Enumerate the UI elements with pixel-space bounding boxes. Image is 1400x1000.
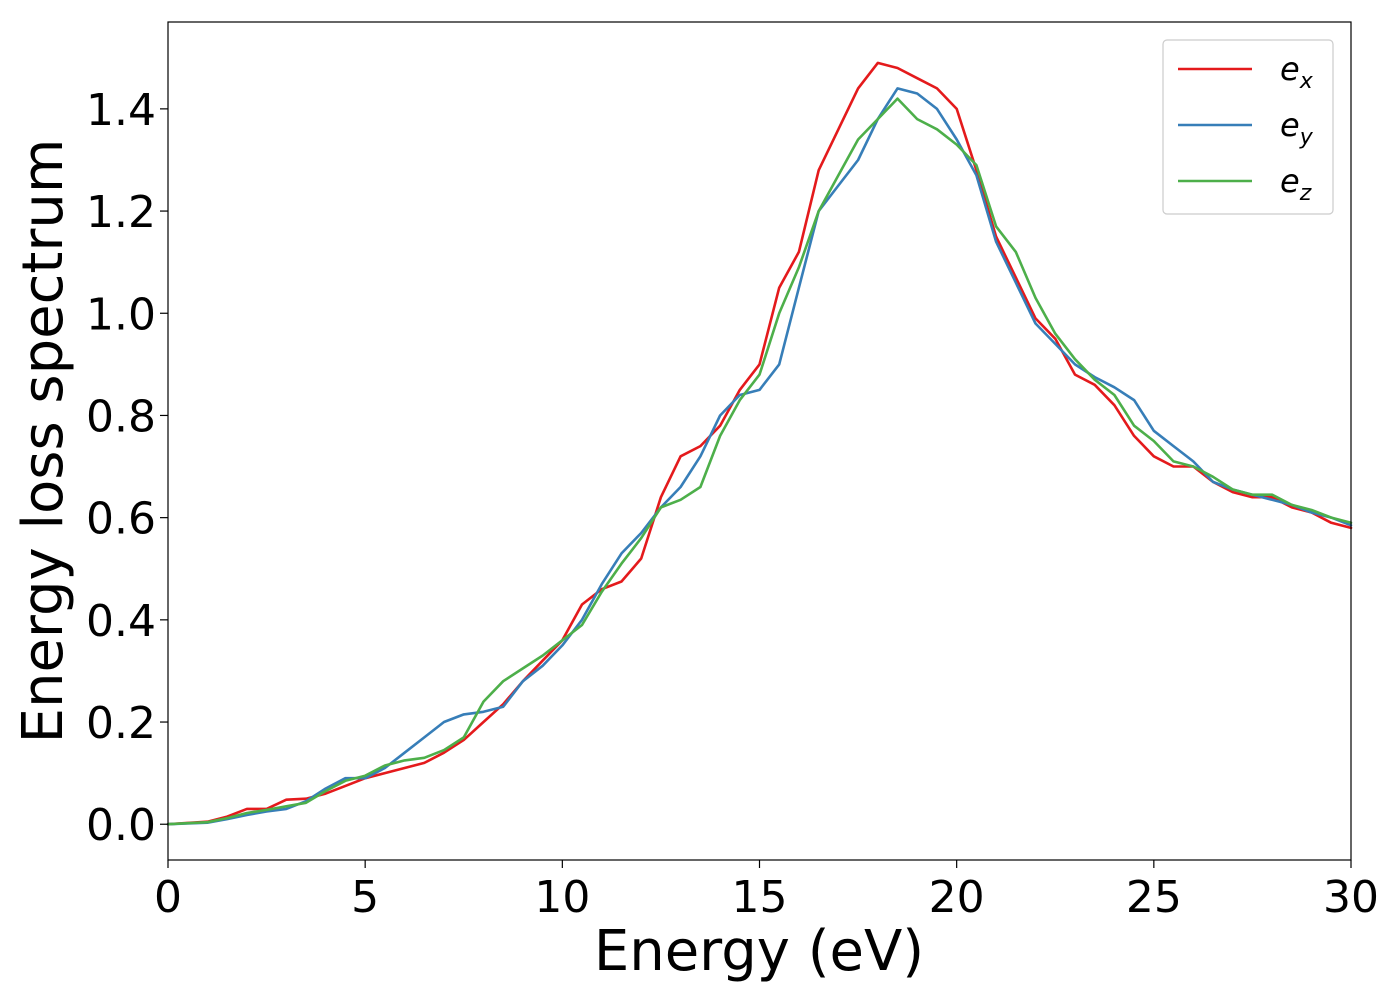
x-axis-label: Energy (eV) — [594, 919, 924, 984]
legend-label-x: ex — [1280, 50, 1314, 94]
x-axis: 0 5 10 15 20 25 30 — [154, 860, 1379, 923]
x-tick-label: 5 — [351, 872, 379, 923]
legend-box — [1162, 39, 1334, 215]
series-line-x — [166, 61, 1353, 826]
legend: ex ey ez — [1162, 39, 1334, 215]
legend-label-z: ez — [1280, 162, 1312, 206]
x-tick-label: 0 — [154, 872, 182, 923]
series-group — [166, 61, 1353, 826]
x-tick-label: 25 — [1126, 872, 1182, 923]
y-axis: 0.0 0.2 0.4 0.6 0.8 1.0 1.2 1.4 — [86, 85, 168, 851]
y-tick-label: 0.4 — [86, 596, 156, 647]
y-tick-label: 0.6 — [86, 494, 156, 545]
y-tick-label: 1.0 — [86, 289, 156, 340]
y-tick-label: 1.4 — [86, 85, 156, 136]
y-tick-label: 0.0 — [86, 800, 156, 851]
y-tick-label: 1.2 — [86, 187, 156, 238]
series-line-y — [166, 87, 1353, 826]
y-tick-label: 0.2 — [86, 698, 156, 749]
y-axis-label: Energy loss spectrum — [11, 139, 76, 744]
x-tick-label: 15 — [732, 872, 788, 923]
x-tick-label: 10 — [534, 872, 590, 923]
series-line-z — [166, 97, 1353, 826]
y-tick-label: 0.8 — [86, 391, 156, 442]
x-tick-label: 20 — [929, 872, 985, 923]
x-tick-label: 30 — [1323, 872, 1379, 923]
legend-label-y: ey — [1280, 106, 1314, 150]
